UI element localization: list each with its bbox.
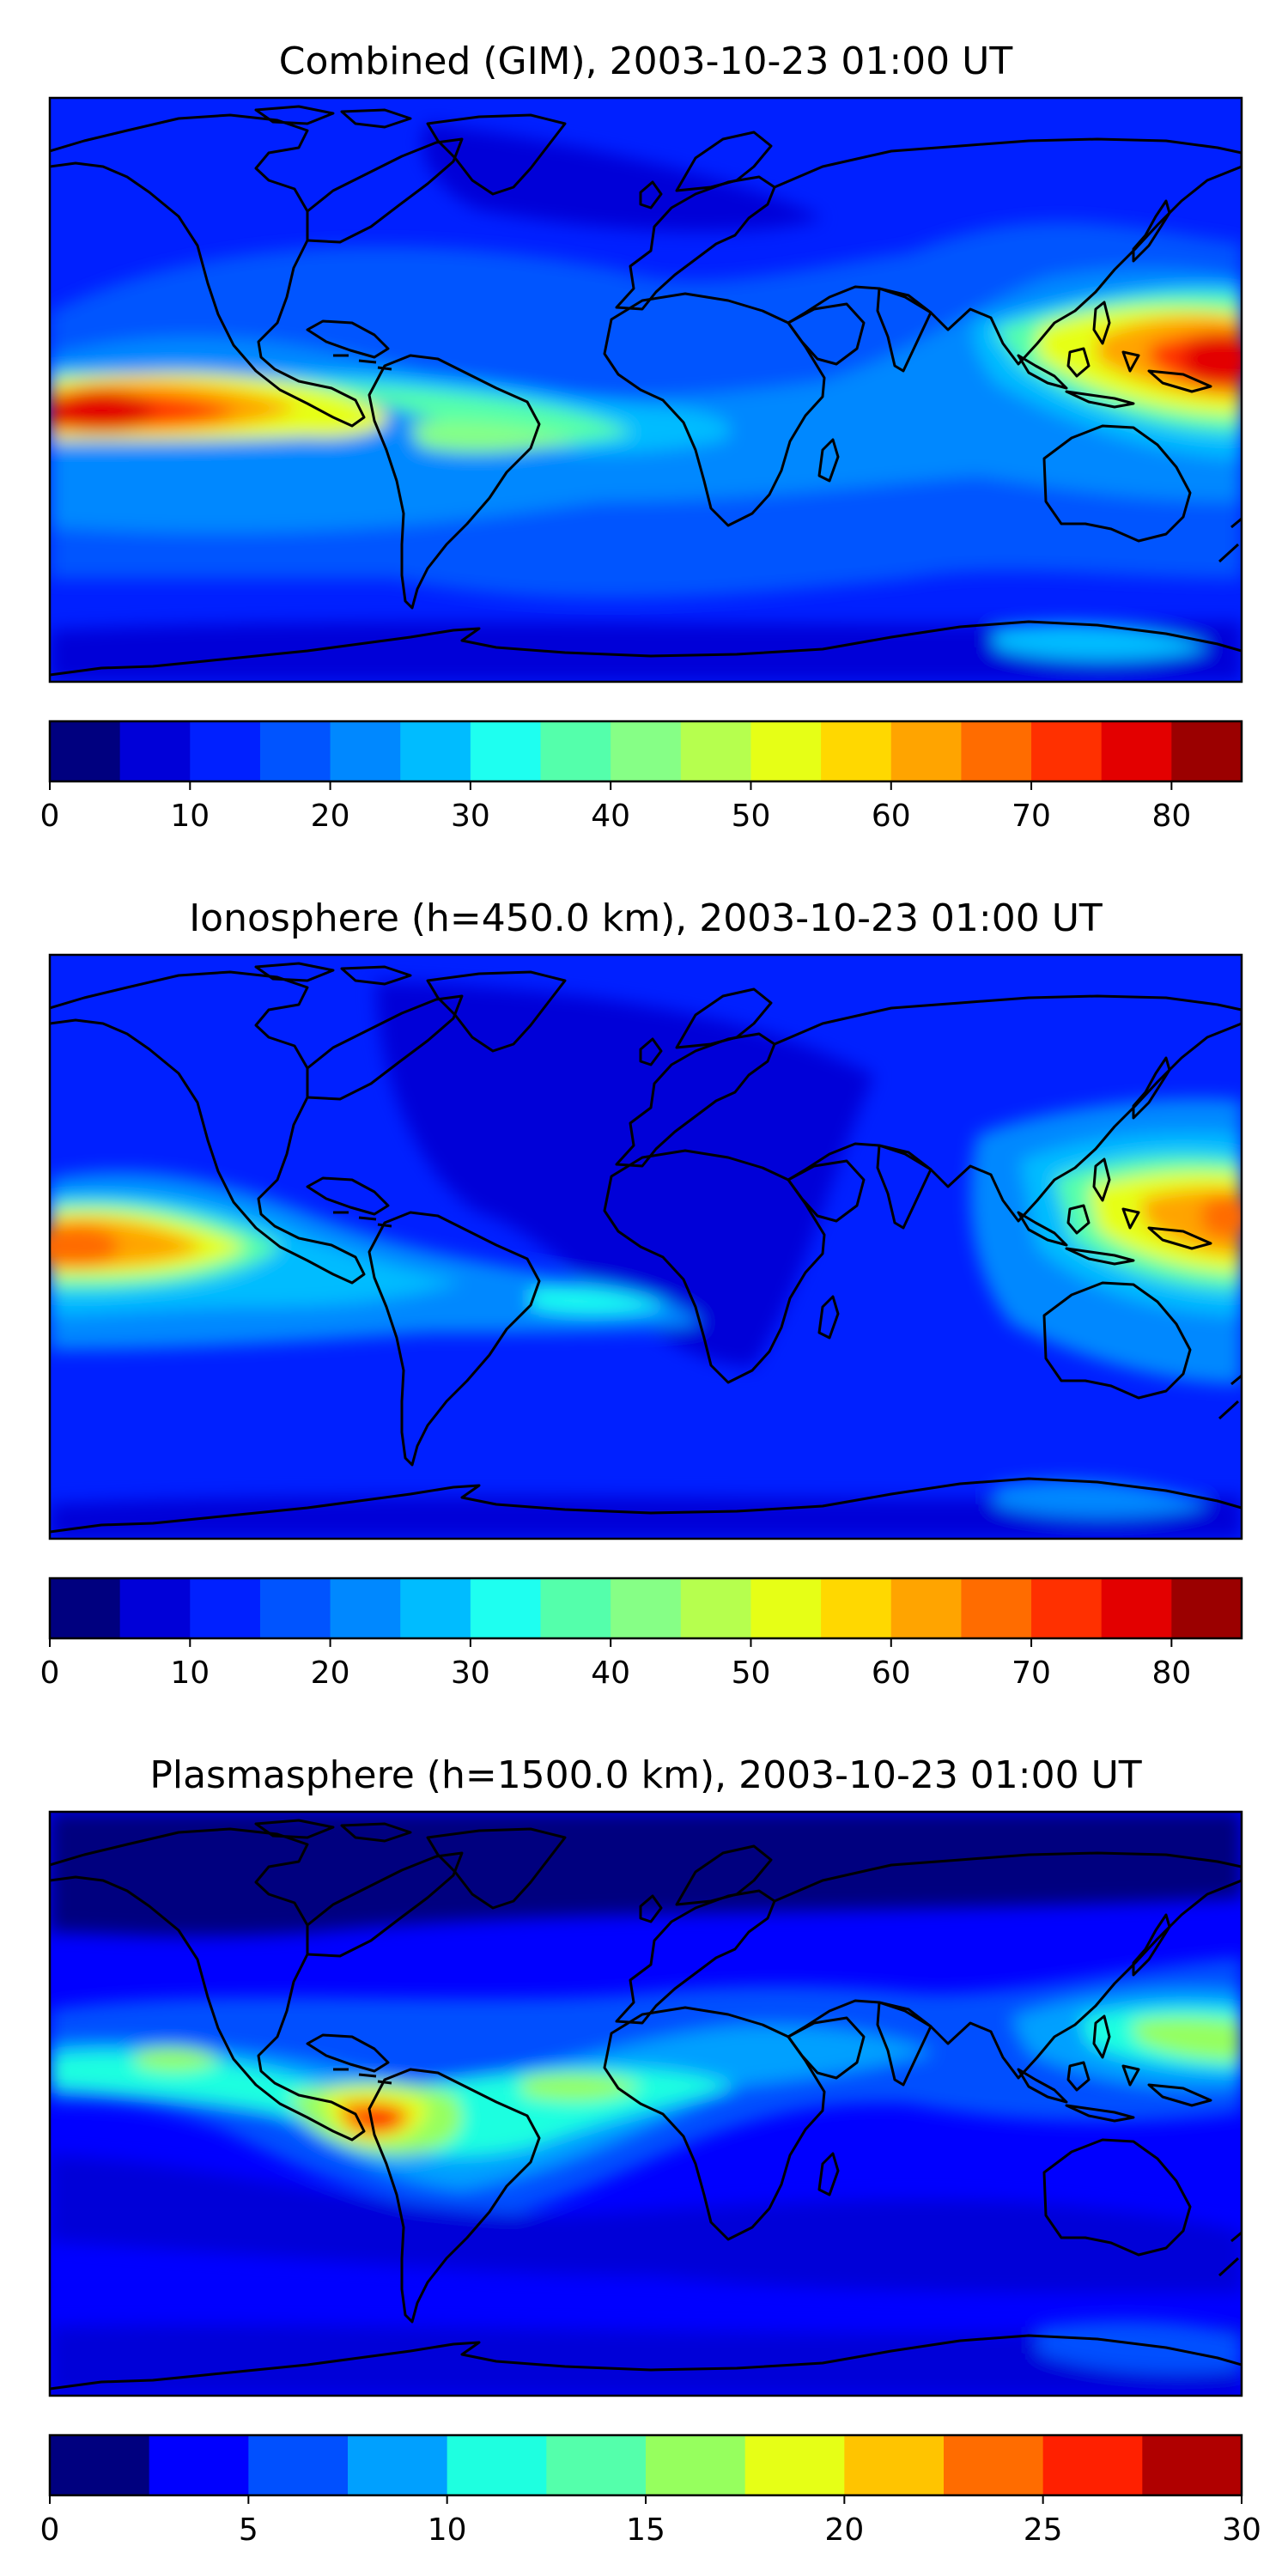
colorbar-tick-label: 40 [591, 1656, 630, 1691]
colorbar: 0 10 20 30 40 50 60 70 80 [40, 720, 1243, 834]
colorbar-segment [890, 1578, 962, 1638]
colorbar-tick-label: 10 [170, 1656, 210, 1691]
colorbar-tick-label: 80 [1151, 1656, 1191, 1691]
contour-field [50, 1812, 1242, 2396]
map-frame [48, 96, 1243, 683]
colorbar-segment [50, 2435, 150, 2495]
colorbar-segment [646, 2435, 746, 2495]
chart-panel-ionosphere: Ionosphere (h=450.0 km), 2003-10-23 01:0… [40, 896, 1243, 1691]
map-plot [50, 955, 1242, 1539]
colorbar-tick-label: 80 [1151, 799, 1191, 834]
colorbar-segment [744, 2435, 845, 2495]
colorbar-segment [470, 721, 542, 781]
colorbar-tick-label: 50 [732, 1656, 771, 1691]
colorbar-tick-label: 0 [40, 1656, 60, 1691]
map-frame [48, 953, 1243, 1540]
colorbar-tick-label: 70 [1012, 1656, 1051, 1691]
colorbar-tick-label: 0 [40, 2512, 60, 2548]
colorbar-segment [821, 1578, 892, 1638]
colorbar-segment [680, 721, 751, 781]
map-plot [50, 1812, 1242, 2396]
colorbar-segment [1171, 1578, 1242, 1638]
colorbar-segment [149, 2435, 249, 2495]
colorbar-segment [540, 1578, 611, 1638]
colorbar-segment [1042, 2435, 1143, 2495]
chart-title: Ionosphere (h=450.0 km), 2003-10-23 01:0… [189, 896, 1103, 940]
colorbar: 0 10 20 30 40 50 60 70 80 [40, 1577, 1243, 1691]
colorbar-segment [50, 1578, 121, 1638]
contour-field [50, 124, 1242, 682]
colorbar-segment [348, 2435, 448, 2495]
colorbar-segment [1101, 721, 1172, 781]
colorbar-segment [119, 1578, 191, 1638]
colorbar-segment [680, 1578, 751, 1638]
colorbar-segment [248, 2435, 349, 2495]
colorbar: 0 5 10 15 20 25 30 [40, 2433, 1261, 2548]
colorbar-segment [890, 721, 962, 781]
colorbar-segment [447, 2435, 547, 2495]
colorbar-tick-label: 60 [872, 799, 911, 834]
colorbar-segment [961, 1578, 1032, 1638]
colorbar-segment [50, 721, 121, 781]
colorbar-segment [1031, 721, 1103, 781]
colorbar-tick-label: 10 [170, 799, 210, 834]
colorbar-tick-label: 0 [40, 799, 60, 834]
colorbar-segment [944, 2435, 1044, 2495]
colorbar-tick-label: 60 [872, 1656, 911, 1691]
colorbar-segment [259, 721, 331, 781]
map-frame [48, 1810, 1243, 2397]
colorbar-tick-label: 30 [451, 1656, 490, 1691]
colorbar-segment [540, 721, 611, 781]
colorbar-segment [1142, 2435, 1242, 2495]
colorbar-segment [961, 721, 1032, 781]
colorbar-tick-label: 15 [626, 2512, 665, 2548]
colorbar-tick-label: 25 [1024, 2512, 1063, 2548]
colorbar-tick-label: 5 [239, 2512, 258, 2548]
colorbar-segment [611, 1578, 682, 1638]
chart-panel-combined: Combined (GIM), 2003-10-23 01:00 UT [40, 39, 1243, 834]
colorbar-tick-label: 30 [1222, 2512, 1261, 2548]
colorbar-segment [611, 721, 682, 781]
chart-title: Plasmasphere (h=1500.0 km), 2003-10-23 0… [149, 1753, 1141, 1797]
colorbar-segment [400, 721, 471, 781]
colorbar-segment [330, 1578, 401, 1638]
colorbar-segment [330, 721, 401, 781]
colorbar-segment [844, 2435, 945, 2495]
colorbar-tick-label: 40 [591, 799, 630, 834]
chart-title: Combined (GIM), 2003-10-23 01:00 UT [279, 39, 1013, 83]
chart-panel-plasmasphere: Plasmasphere (h=1500.0 km), 2003-10-23 0… [40, 1753, 1261, 2548]
colorbar-tick-label: 10 [428, 2512, 467, 2548]
colorbar-segment [190, 1578, 261, 1638]
colorbar-segment [400, 1578, 471, 1638]
map-plot [50, 98, 1242, 682]
colorbar-tick-label: 50 [732, 799, 771, 834]
colorbar-segment [821, 721, 892, 781]
colorbar-segment [546, 2435, 647, 2495]
colorbar-tick-label: 30 [451, 799, 490, 834]
colorbar-tick-label: 20 [311, 1656, 350, 1691]
colorbar-segment [1171, 721, 1242, 781]
contour-field [50, 981, 1242, 1539]
colorbar-tick-label: 70 [1012, 799, 1051, 834]
colorbar-segment [750, 1578, 822, 1638]
colorbar-segment [1101, 1578, 1172, 1638]
colorbar-frame [48, 720, 1243, 783]
colorbar-segment [750, 721, 822, 781]
colorbar-tick-label: 20 [824, 2512, 864, 2548]
colorbar-tick-label: 20 [311, 799, 350, 834]
colorbar-segment [259, 1578, 331, 1638]
colorbar-segment [119, 721, 191, 781]
colorbar-segment [190, 721, 261, 781]
colorbar-frame [48, 1577, 1243, 1640]
colorbar-segment [1031, 1578, 1103, 1638]
colorbar-segment [470, 1578, 542, 1638]
